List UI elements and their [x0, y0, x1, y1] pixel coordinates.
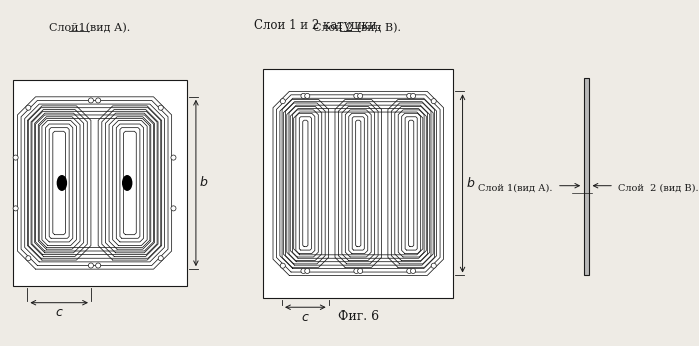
Circle shape: [88, 98, 94, 103]
Circle shape: [280, 263, 285, 268]
Ellipse shape: [57, 176, 66, 190]
Circle shape: [158, 105, 164, 110]
Circle shape: [358, 268, 363, 273]
Text: Слои 1 и 2 катушки.: Слои 1 и 2 катушки.: [254, 19, 381, 32]
Bar: [263, 69, 454, 298]
Text: Слой1(вид А).: Слой1(вид А).: [49, 22, 130, 33]
Circle shape: [301, 93, 306, 99]
Circle shape: [171, 155, 176, 160]
Circle shape: [88, 263, 94, 268]
Circle shape: [96, 263, 101, 268]
Circle shape: [301, 268, 306, 273]
Text: Слой 2 (вид В).: Слой 2 (вид В).: [313, 22, 401, 33]
Circle shape: [407, 93, 412, 99]
Circle shape: [358, 93, 363, 99]
Text: Фиг. 6: Фиг. 6: [338, 310, 379, 323]
Circle shape: [305, 93, 310, 99]
Bar: [584, 78, 589, 275]
Circle shape: [13, 155, 18, 160]
Text: c: c: [56, 306, 63, 319]
Circle shape: [431, 263, 436, 268]
Circle shape: [171, 206, 176, 211]
Circle shape: [26, 256, 31, 261]
Text: c: c: [302, 311, 309, 324]
Circle shape: [305, 268, 310, 273]
Text: b: b: [199, 176, 208, 190]
Circle shape: [410, 268, 416, 273]
Circle shape: [280, 99, 285, 104]
Circle shape: [26, 105, 31, 110]
Circle shape: [431, 99, 436, 104]
Circle shape: [354, 93, 359, 99]
Circle shape: [354, 268, 359, 273]
Circle shape: [13, 206, 18, 211]
Circle shape: [407, 268, 412, 273]
Circle shape: [410, 93, 416, 99]
Text: Слой  2 (вид В).: Слой 2 (вид В).: [618, 184, 698, 193]
Text: Слой 1(вид А).: Слой 1(вид А).: [478, 184, 552, 193]
Text: b: b: [466, 177, 474, 190]
Circle shape: [96, 98, 101, 103]
Bar: [13, 80, 187, 286]
Circle shape: [158, 256, 164, 261]
Ellipse shape: [122, 176, 131, 190]
